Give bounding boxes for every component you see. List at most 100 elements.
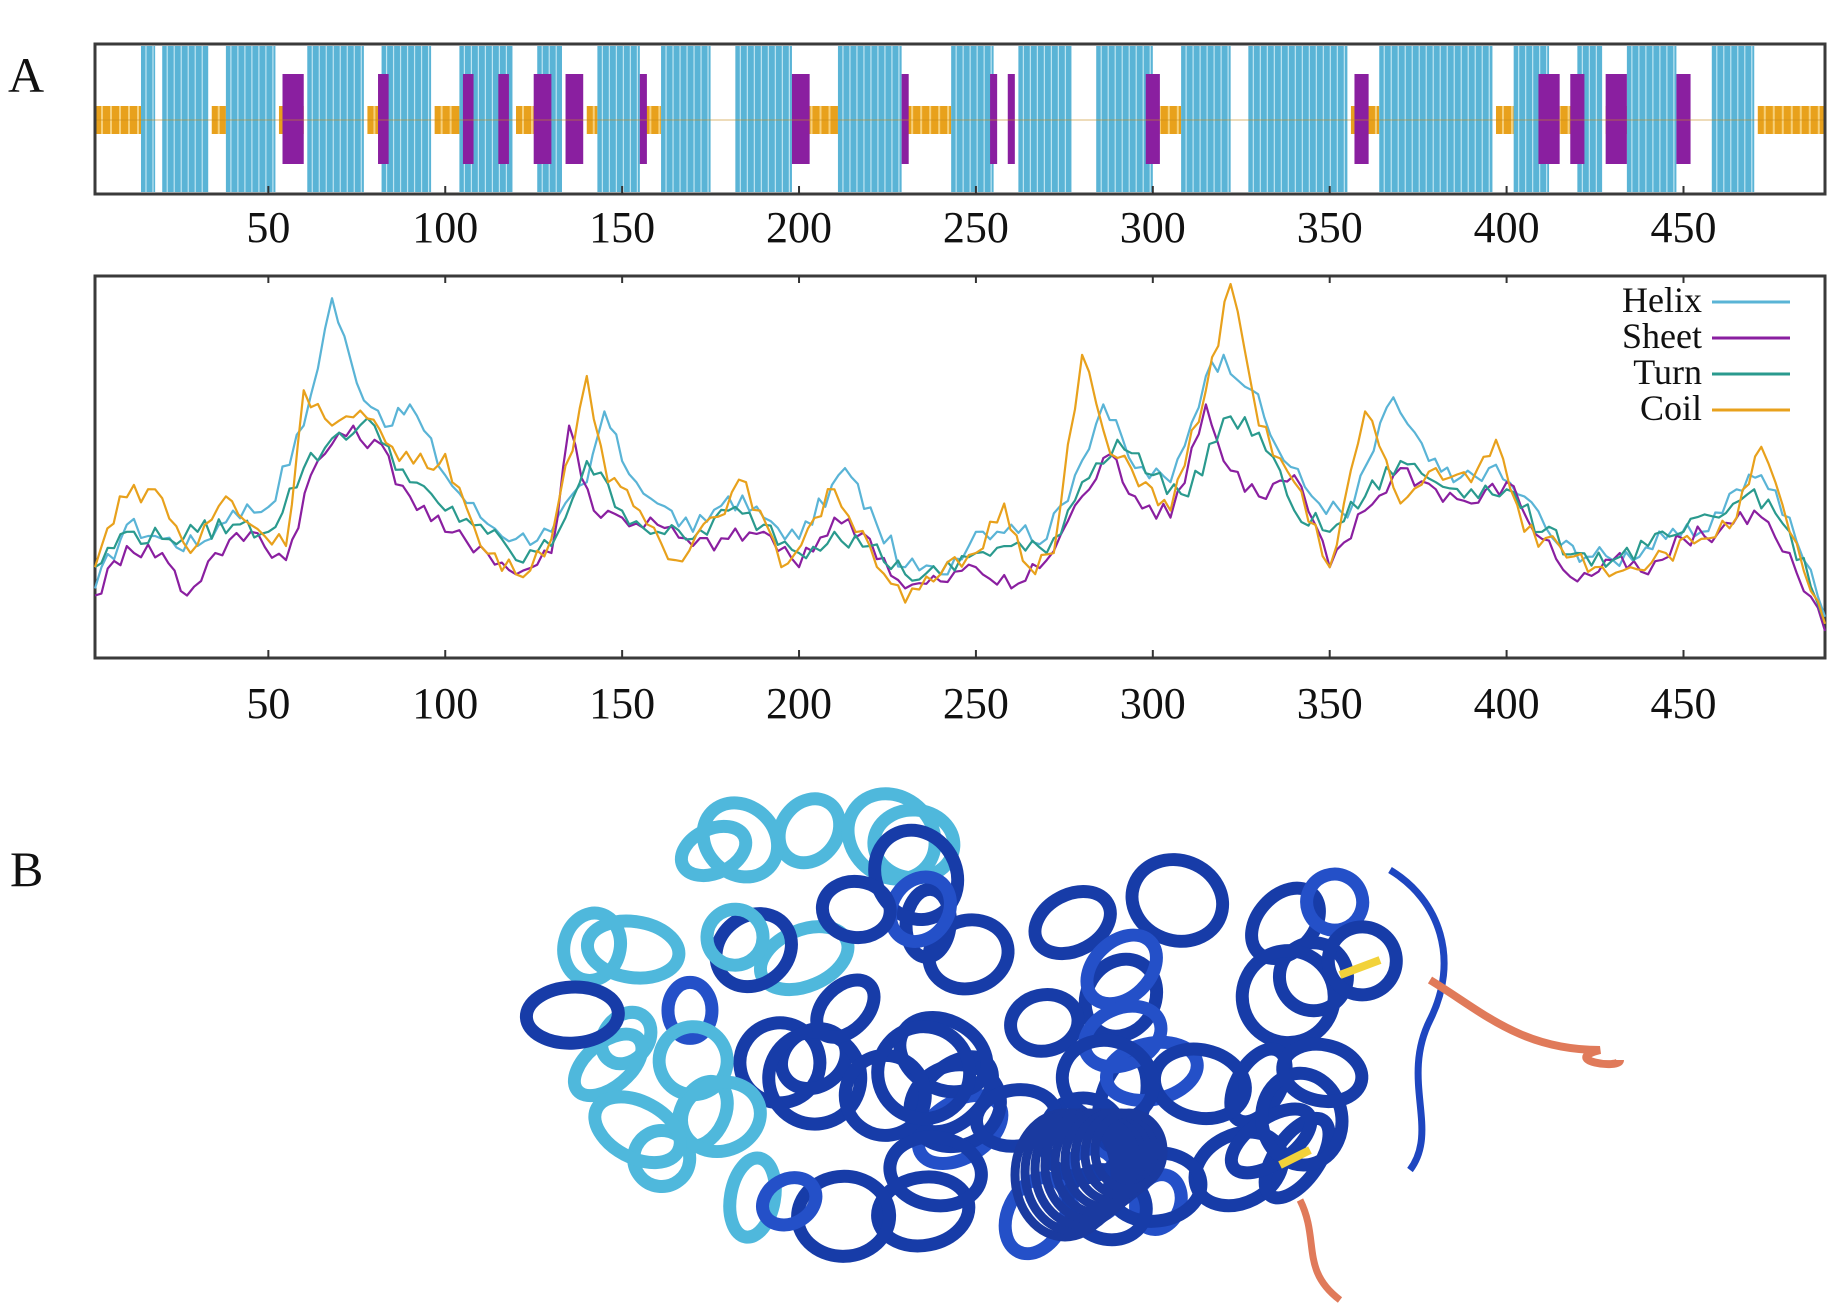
- series-line-sheet: [94, 403, 1827, 632]
- helix-ribbon: [753, 920, 855, 997]
- helix-ribbon: [733, 1016, 827, 1110]
- helix-region: [837, 46, 902, 192]
- sheet-region: [498, 74, 509, 164]
- helix-ribbon: [1245, 881, 1326, 965]
- helix-ribbon: [908, 1050, 999, 1139]
- turn-ribbon: [1278, 1146, 1312, 1169]
- helix-ribbon: [1235, 944, 1341, 1050]
- plot-tick-label: 100: [412, 679, 478, 728]
- helix-ribbon: [1070, 1108, 1156, 1206]
- helix-ribbon: [1102, 1146, 1208, 1228]
- helix-ribbon: [810, 973, 881, 1044]
- helix-ribbon: [1077, 999, 1168, 1074]
- helix-ribbon: [1050, 1108, 1144, 1218]
- legend-label-turn: Turn: [1633, 352, 1702, 392]
- plot-tick-label: 150: [589, 679, 655, 728]
- helix-ribbon: [1255, 1066, 1349, 1172]
- track-tick-label: 150: [589, 203, 655, 252]
- helix-ribbon: [674, 819, 753, 883]
- helix-ribbon: [588, 1090, 687, 1170]
- helix-ribbon: [969, 1083, 1063, 1153]
- track-frame: [93, 42, 1827, 196]
- helix-ribbon: [1028, 884, 1117, 961]
- helix-ribbon: [868, 823, 965, 927]
- legend-label-coil: Coil: [1640, 388, 1702, 428]
- terminal-loop-ribbon: [1427, 976, 1624, 1069]
- track-x-ticks: 50 100 150 200 250 300 350 400 450: [246, 186, 1716, 252]
- helix-region: [661, 46, 711, 192]
- helix-region: [1096, 46, 1153, 192]
- helix-ribbon: [1091, 1050, 1154, 1154]
- helix-region: [140, 46, 156, 192]
- helix-ribbon: [675, 1075, 767, 1159]
- helix-region: [1626, 46, 1677, 192]
- helix-ribbon: [841, 787, 942, 886]
- helix-ribbon: [1058, 1142, 1129, 1224]
- helix-ribbon: [899, 882, 957, 964]
- helix-ribbon: [871, 1170, 976, 1253]
- plot-tick-label: 50: [246, 679, 290, 728]
- helix-ribbon: [1300, 867, 1370, 937]
- helix-ribbon: [661, 975, 719, 1045]
- sheet-region: [1007, 74, 1015, 164]
- helix-region: [1379, 46, 1493, 192]
- helix-ribbon: [1040, 1108, 1138, 1224]
- helix-ribbon: [1080, 1108, 1162, 1200]
- helix-ribbon: [815, 874, 897, 945]
- helix-ribbon: [1125, 853, 1230, 948]
- helix-ribbon: [772, 792, 847, 870]
- helix-region: [1018, 46, 1072, 192]
- helix-ribbon: [1080, 928, 1163, 1011]
- series-line-helix: [93, 297, 1827, 618]
- sheet-region: [639, 74, 647, 164]
- sheet-region: [1145, 74, 1160, 164]
- helix-ribbon: [1100, 1035, 1204, 1107]
- plot-series-lines: [93, 282, 1827, 632]
- helix-ribbon: [867, 803, 961, 885]
- helix-ribbon: [723, 1151, 782, 1244]
- helix-ribbon: [911, 1088, 1009, 1171]
- helix-ribbon: [1010, 1108, 1120, 1242]
- track-tick-label: 200: [766, 203, 832, 252]
- helix-ribbon: [519, 980, 625, 1050]
- sheet-region: [1570, 74, 1585, 164]
- track-tick-label: 350: [1297, 203, 1363, 252]
- helix-region: [162, 46, 209, 192]
- helix-ribbon: [567, 1027, 649, 1103]
- helix-ribbon: [709, 907, 798, 994]
- helix-region: [1711, 46, 1755, 192]
- helix-ribbon: [903, 1058, 1007, 1154]
- plot-tick-label: 300: [1120, 679, 1186, 728]
- track-tick-label: 250: [943, 203, 1009, 252]
- plot-tick-label: 450: [1650, 679, 1716, 728]
- helix-region: [1181, 46, 1231, 192]
- helix-ribbon: [671, 1074, 734, 1153]
- protein-ribbon-model: [519, 787, 1624, 1303]
- helix-ribbon: [762, 1025, 868, 1131]
- track-tick-label: 100: [412, 203, 478, 252]
- sheet-region: [282, 74, 304, 164]
- helix-ribbon: [893, 1010, 994, 1099]
- helix-ribbon: [1147, 1042, 1252, 1126]
- helix-ribbon: [791, 1169, 897, 1263]
- helix-ribbon: [1036, 1091, 1130, 1185]
- helix-region: [951, 46, 994, 192]
- series-line-coil: [93, 282, 1827, 625]
- panel-b-label: B: [10, 841, 44, 897]
- plot-tick-label: 350: [1297, 679, 1363, 728]
- helix-ribbon: [1258, 1111, 1336, 1205]
- helix-ribbon: [871, 1020, 977, 1126]
- helix-ribbon: [883, 870, 957, 949]
- helix-ribbon: [1272, 936, 1354, 1018]
- sheet-region: [565, 74, 584, 164]
- secondary-structure-track: 50 100 150 200 250 300 350 400 450: [93, 42, 1827, 252]
- helix-ribbon: [1061, 1163, 1153, 1247]
- helix-region: [381, 46, 432, 192]
- track-tick-label: 50: [246, 203, 290, 252]
- legend-label-helix: Helix: [1622, 280, 1702, 320]
- panel-a-label: A: [8, 47, 45, 103]
- sheet-region: [378, 74, 389, 164]
- helix-ribbon: [775, 1022, 853, 1096]
- sheet-region: [462, 74, 474, 164]
